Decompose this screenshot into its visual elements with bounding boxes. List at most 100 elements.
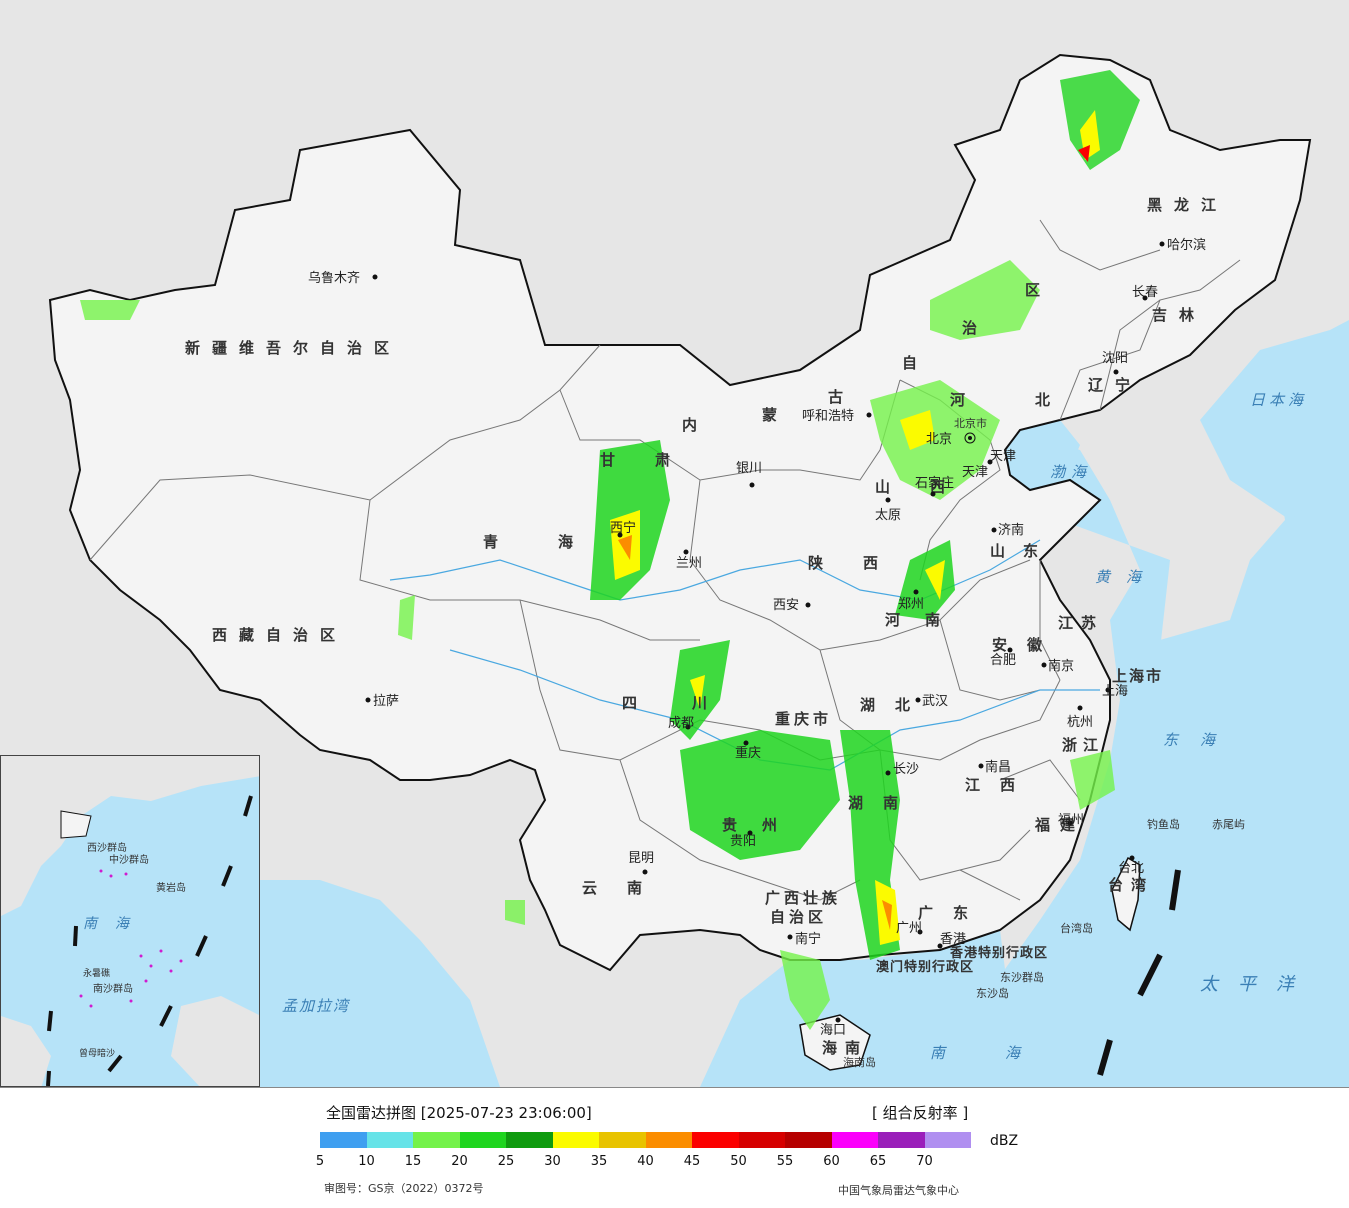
sea-mengjialawan: 孟加拉湾 <box>282 997 351 1015</box>
city-nanning: 南宁 <box>795 931 821 947</box>
city-hohhot: 呼和浩特 <box>802 409 854 424</box>
legend-tick-label: 30 <box>544 1154 561 1169</box>
legend-swatch <box>366 1132 413 1148</box>
label-hunan: 湖南 <box>848 794 918 812</box>
label-qinghai: 青海 <box>483 533 633 551</box>
echo-fujian-zhejiang <box>1070 750 1115 810</box>
city-changsha: 长沙 <box>893 762 919 777</box>
city-chengdu: 成都 <box>668 716 694 731</box>
label-yunnan: 云南 <box>582 879 672 897</box>
label-xinjiang: 新疆维吾尔自治区 <box>185 339 401 357</box>
inset-nanhai: 南海 <box>83 916 147 932</box>
echo-heilongjiang <box>1060 70 1140 170</box>
city-haikou: 海口 <box>820 1023 846 1038</box>
label-henan: 河南 <box>885 611 965 629</box>
legend-ticks: 5 10 15 20 25 30 35 40 45 50 55 60 65 70 <box>300 1154 980 1172</box>
east-sea <box>990 440 1349 1087</box>
legend-swatch <box>831 1132 878 1148</box>
legend-swatch <box>645 1132 692 1148</box>
legend-swatch <box>878 1132 925 1148</box>
legend-tick-label: 5 <box>315 1154 325 1169</box>
legend-swatch <box>506 1132 553 1148</box>
radar-map: 新疆维吾尔自治区 西藏自治区 青海 甘肃 内 蒙 古 自 治 区 黑龙江 吉林 … <box>0 0 1349 1088</box>
echo-xinjiang <box>80 300 140 320</box>
echo-neimenggu-east <box>930 260 1040 340</box>
island-diaoyu: 钓鱼岛 <box>1147 817 1180 831</box>
legend-tick-label: 35 <box>590 1154 608 1169</box>
inset-nansha: 南沙群岛 <box>93 982 133 995</box>
legend-title: 全国雷达拼图 [2025-07-23 23:06:00] <box>326 1104 592 1122</box>
city-yinchuan: 银川 <box>736 461 762 476</box>
inset-yongshu: 永暑礁 <box>83 967 110 979</box>
producer-credit: 中国气象局雷达气象中心 <box>838 1184 959 1197</box>
label-neimenggu-gu: 古 <box>828 388 855 406</box>
inset-xisha: 西沙群岛 <box>87 841 127 854</box>
legend-swatch <box>552 1132 599 1148</box>
city-xining: 西宁 <box>610 520 636 536</box>
label-shandong: 山东 <box>990 542 1056 560</box>
legend-tick-label: 20 <box>451 1154 468 1169</box>
legend-tick-label: 60 <box>823 1154 840 1169</box>
radar-echoes <box>80 70 1140 1030</box>
legend-swatch <box>924 1132 971 1148</box>
city-jinan: 济南 <box>998 522 1024 538</box>
maritime-boundary <box>1097 869 1181 1076</box>
city-hefei: 合肥 <box>990 653 1016 668</box>
label-shanghai: 上海市 <box>1112 667 1163 685</box>
label-guangdong: 广东 <box>918 904 988 922</box>
label-hubei: 湖北 <box>860 696 930 714</box>
label-jiangxi: 江西 <box>965 776 1035 794</box>
sea-taipingyang: 太平洋 <box>1200 974 1314 995</box>
label-neimenggu-nei: 内 <box>682 416 709 434</box>
island-taiwan-dao: 台湾岛 <box>1060 921 1093 935</box>
inset-zhongsha: 中沙群岛 <box>109 853 149 866</box>
city-shijiazhuang: 石家庄 <box>915 475 954 491</box>
label-taiwan: 台湾 <box>1108 876 1154 894</box>
island-dongsha-dao: 东沙岛 <box>976 986 1009 1000</box>
label-guangxi-1: 广西壮族 <box>765 889 841 907</box>
city-xian: 西安 <box>773 598 799 613</box>
city-nanchang: 南昌 <box>985 759 1011 775</box>
label-xizang: 西藏自治区 <box>212 626 347 644</box>
echo-xizang <box>398 595 415 640</box>
south-china-sea-inset: 南海 西沙群岛 中沙群岛 黄岩岛 南沙群岛 永暑礁 曾母暗沙 <box>0 755 260 1087</box>
inset-huangyan: 黄岩岛 <box>156 881 186 894</box>
legend-tick-label: 70 <box>916 1154 933 1169</box>
label-heilongjiang: 黑龙江 <box>1147 196 1228 214</box>
hainan-island <box>799 1014 871 1071</box>
legend-tick-label: 10 <box>358 1154 375 1169</box>
sea-of-japan <box>1200 320 1349 520</box>
label-neimenggu-zi: 自 <box>902 354 929 372</box>
legend-swatch <box>738 1132 785 1148</box>
city-urumqi: 乌鲁木齐 <box>308 270 360 286</box>
city-shenyang: 沈阳 <box>1102 351 1128 366</box>
legend-tick-label: 65 <box>869 1154 887 1169</box>
label-fujian: 福建 <box>1034 816 1085 834</box>
legend-tick-label: 40 <box>637 1154 654 1169</box>
city-taipei: 台北 <box>1118 861 1144 876</box>
city-guangzhou: 广州 <box>896 921 922 936</box>
city-beijing: 北京 <box>926 432 952 447</box>
legend-product: [ 组合反射率 ] <box>872 1104 969 1122</box>
legend-swatch <box>459 1132 506 1148</box>
label-jiangsu: 江苏 <box>1058 614 1104 632</box>
echo-guangxi-south <box>780 950 830 1030</box>
label-guizhou: 贵州 <box>722 816 802 834</box>
bohai-sea <box>1005 420 1080 490</box>
legend-panel: 全国雷达拼图 [2025-07-23 23:06:00] [ 组合反射率 ] 5… <box>0 1088 1349 1208</box>
city-chongqing: 重庆 <box>735 745 761 761</box>
island-chiwei: 赤尾屿 <box>1212 818 1245 831</box>
sea-ribenhai: 日本海 <box>1250 391 1307 409</box>
label-neimenggu-qu: 区 <box>1025 281 1052 299</box>
bay-of-bengal <box>260 880 500 1087</box>
city-hangzhou: 杭州 <box>1067 715 1093 730</box>
label-macau-sar: 澳门特别行政区 <box>876 959 974 975</box>
city-kunming: 昆明 <box>628 851 654 866</box>
label-hebei: 河北 <box>950 391 1120 409</box>
city-zhengzhou: 郑州 <box>898 597 924 612</box>
label-jilin: 吉林 <box>1152 306 1206 324</box>
label-neimenggu-meng: 蒙 <box>762 406 789 424</box>
taiwan-island <box>1111 856 1141 932</box>
legend-swatch <box>692 1132 739 1148</box>
label-shanxi: 山西 <box>875 478 985 496</box>
